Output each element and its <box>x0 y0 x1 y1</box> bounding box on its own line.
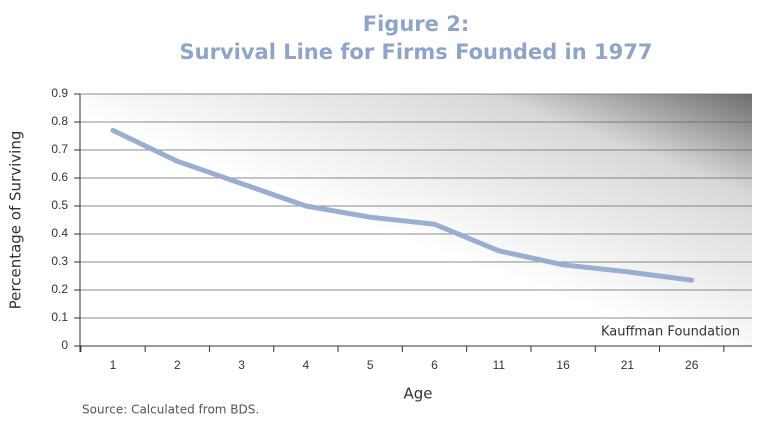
y-tick-label: 0.9 <box>51 86 68 100</box>
y-tick-label: 0.5 <box>51 198 68 212</box>
series-line <box>110 127 695 283</box>
y-tick-label: 0.6 <box>51 170 68 184</box>
x-tick-label: 26 <box>685 358 699 372</box>
y-tick-label: 0.1 <box>51 310 68 324</box>
y-tick-label: 0.2 <box>51 282 68 296</box>
y-axis-label: Percentage of Surviving <box>7 131 25 310</box>
x-tick-label: 16 <box>556 358 570 372</box>
x-tick-label: 5 <box>367 358 374 372</box>
y-tick-label: 0.4 <box>51 226 68 240</box>
x-tick-label: 21 <box>621 358 635 372</box>
chart-title: Figure 2: <box>363 12 469 36</box>
source-note: Source: Calculated from BDS. <box>82 403 259 417</box>
x-tick-label: 1 <box>110 358 117 372</box>
x-tick-label: 2 <box>174 358 181 372</box>
x-axis-label: Age <box>403 385 432 403</box>
x-tick-label: 6 <box>431 358 438 372</box>
x-tick-label: 4 <box>303 358 310 372</box>
y-tick-label: 0.3 <box>51 254 68 268</box>
y-tick-label: 0.8 <box>51 114 68 128</box>
annotation: Kauffman Foundation <box>601 325 740 340</box>
y-tick-label: 0.7 <box>51 142 68 156</box>
chart-subtitle: Survival Line for Firms Founded in 1977 <box>180 40 653 64</box>
x-tick-label: 11 <box>493 358 506 372</box>
y-tick-label: 0 <box>61 338 68 352</box>
x-tick-label: 3 <box>238 358 245 372</box>
